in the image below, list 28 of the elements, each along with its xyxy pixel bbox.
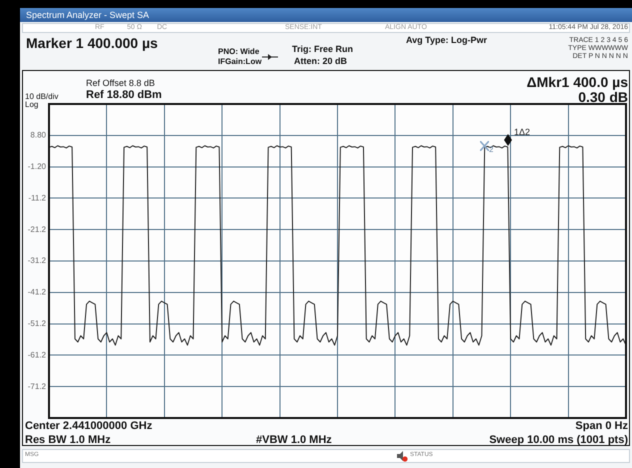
- text: Log: [25, 100, 38, 109]
- text: Atten: 20 dB: [294, 56, 348, 66]
- text: Avg Type: Log-Pwr: [406, 35, 487, 45]
- y-tick-label: -71.2: [28, 382, 47, 391]
- text: #VBW 1.0 MHz: [256, 434, 332, 446]
- y-tick-label: -41.2: [28, 288, 47, 297]
- y-tick-label: -1.20: [28, 162, 47, 172]
- text: Span 0 Hz: [575, 420, 628, 432]
- text: Marker 1 400.000 µs: [26, 35, 158, 51]
- y-tick-label: -51.2: [28, 319, 47, 328]
- text: Center 2.441000000 GHz: [25, 420, 152, 432]
- text: Ref 18.80 dBm: [86, 89, 162, 101]
- chart-title: Spectrum Analyzer - Swept SA: [20, 8, 632, 22]
- annotation: 1Δ2: [514, 127, 530, 137]
- text: Sweep 10.00 ms (1001 pts): [489, 434, 628, 446]
- text: IFGain:Low: [218, 57, 262, 66]
- y-tick-label: -31.2: [28, 256, 47, 266]
- text: 10 dB/div: [25, 92, 58, 101]
- text: ΔMkr1 400.0 µs: [526, 74, 628, 90]
- y-tick-label: -21.2: [28, 224, 47, 234]
- text: PNO: Wide: [218, 47, 260, 56]
- annotation: 0.30 dB: [578, 89, 628, 105]
- y-tick-label: 8.80: [30, 130, 47, 140]
- y-tick-label: -11.2: [28, 193, 47, 202]
- y-tick-label: -61.2: [28, 350, 47, 360]
- text: Ref Offset 8.8 dB: [86, 78, 155, 88]
- text: Res BW 1.0 MHz: [25, 434, 111, 446]
- text: Trig: Free Run: [292, 44, 354, 54]
